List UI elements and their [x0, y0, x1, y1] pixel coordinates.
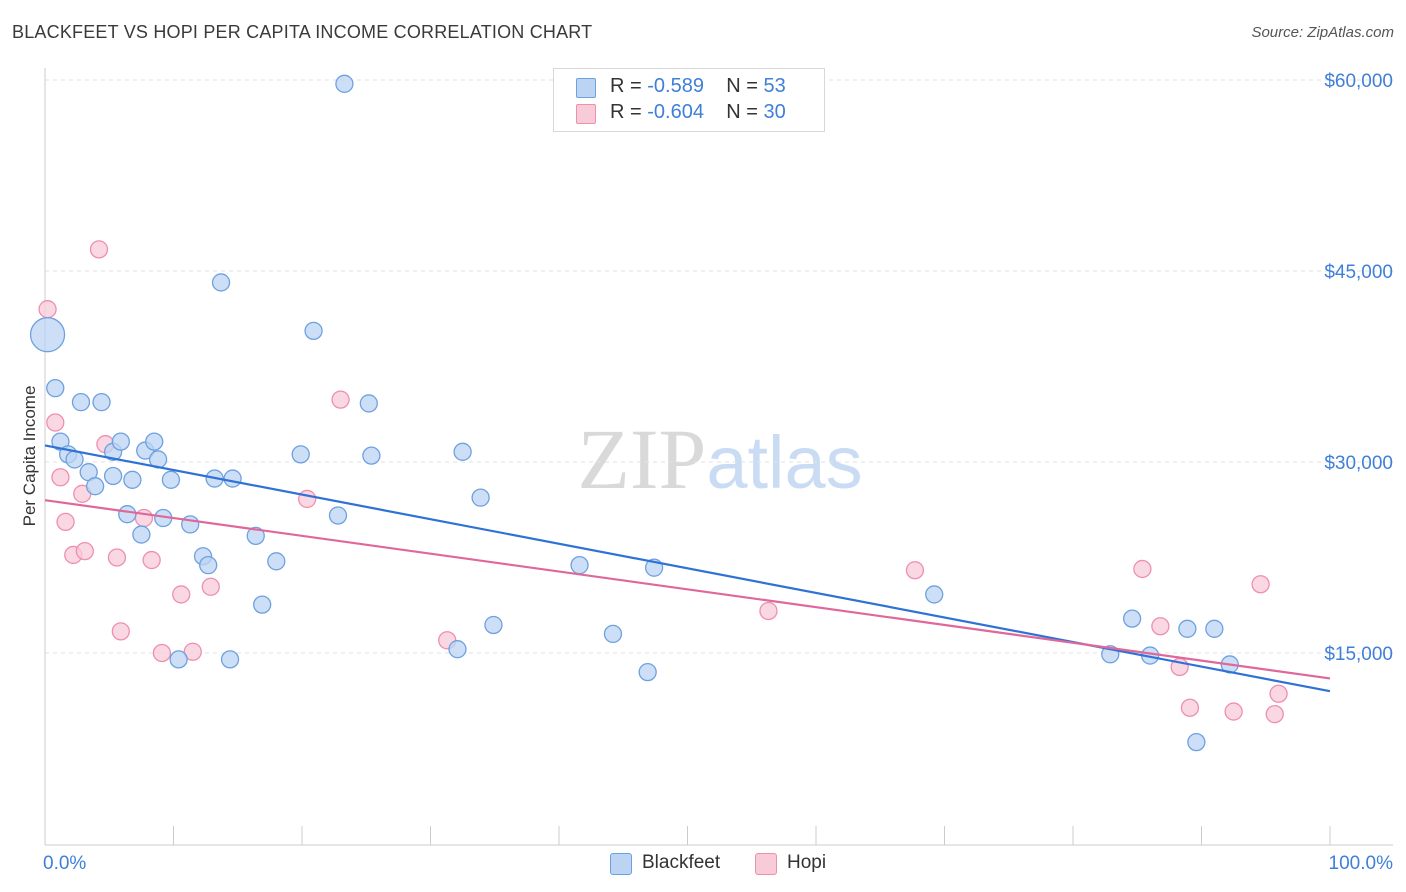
blackfeet-point — [29, 317, 66, 353]
hopi-trend-line — [44, 499, 1331, 680]
hopi-point — [38, 300, 57, 319]
blackfeet-point — [638, 662, 657, 682]
blackfeet-point — [85, 477, 105, 496]
watermark: ZIPatlas — [577, 411, 862, 507]
source-label: Source: ZipAtlas.com — [1251, 24, 1394, 41]
blackfeet-point — [484, 615, 503, 635]
hopi-point — [89, 240, 109, 259]
blackfeet-point — [253, 595, 272, 614]
blackfeet-point — [359, 394, 378, 413]
blackfeet-point — [169, 650, 188, 669]
hopi-point — [1224, 702, 1243, 721]
blackfeet-point — [328, 506, 348, 525]
blackfeet-trend-line — [44, 444, 1331, 693]
tick-labels: $15,000 $30,000 $45,000 $60,000 0.0% 100.0% — [43, 71, 1393, 874]
hopi-point — [1251, 575, 1270, 594]
hopi-point — [905, 561, 925, 580]
n-label: N = — [726, 75, 758, 97]
r-label: R = — [610, 75, 642, 97]
blackfeet-point — [111, 432, 130, 451]
hopi-point — [183, 642, 202, 661]
hopi-point — [201, 577, 220, 596]
x-tick-label-min: 0.0% — [43, 853, 86, 874]
legend-label-hopi: Hopi — [787, 852, 827, 873]
hopi-point — [1265, 704, 1284, 724]
hopi-point — [107, 548, 127, 567]
blackfeet-point — [246, 526, 265, 546]
blackfeet-point — [448, 640, 467, 659]
hopi-points — [38, 240, 1288, 724]
blackfeet-point — [71, 393, 91, 412]
hopi-point — [331, 390, 350, 409]
hopi-point — [51, 468, 70, 487]
y-axis-label: Per Capita Income — [20, 386, 39, 527]
hopi-point — [172, 585, 191, 604]
blackfeet-point — [603, 624, 623, 644]
blackfeet-point — [46, 378, 65, 398]
watermark-zip: ZIP — [577, 411, 706, 507]
chart-title: BLACKFEET VS HOPI PER CAPITA INCOME CORR… — [12, 22, 593, 42]
blackfeet-point — [123, 470, 142, 489]
blackfeet-swatch — [576, 78, 596, 98]
blackfeet-point — [65, 450, 84, 469]
x-tick-label-max: 100.0% — [1329, 853, 1394, 874]
axes — [44, 68, 1393, 846]
hopi-point — [1151, 617, 1170, 636]
blackfeet-point — [362, 446, 381, 465]
blackfeet-point — [211, 273, 231, 292]
hopi-point — [111, 622, 130, 641]
blackfeet-point — [570, 555, 589, 575]
blackfeet-point — [471, 488, 490, 507]
hopi-point — [152, 643, 172, 663]
blackfeet-point — [161, 470, 181, 489]
blackfeet-point — [199, 555, 218, 575]
blackfeet-point — [132, 525, 151, 544]
legend-text-blackfeet: R = -0.589 N = 53 — [610, 75, 786, 98]
blackfeet-point — [267, 552, 286, 571]
blackfeet-point — [335, 74, 354, 93]
n-value-blackfeet: 53 — [763, 75, 786, 97]
hopi-point — [297, 489, 317, 509]
gridlines — [45, 79, 1393, 654]
correlation-legend: R = -0.589 N = 53 R = -0.604 N = 30 — [553, 68, 825, 132]
n-value-hopi: 30 — [763, 101, 786, 123]
hopi-point — [56, 512, 75, 531]
hopi-point — [1269, 684, 1288, 703]
blackfeet-point — [304, 321, 323, 340]
hopi-point — [1180, 698, 1200, 717]
blackfeet-point — [1178, 619, 1197, 638]
hopi-point — [1133, 559, 1152, 579]
hopi-swatch — [755, 853, 777, 875]
hopi-point — [759, 601, 778, 621]
blackfeet-point — [1122, 609, 1142, 628]
y-tick-label: $15,000 — [1324, 644, 1393, 665]
blackfeet-point — [1205, 619, 1224, 638]
blackfeet-point — [453, 442, 472, 461]
r-value-blackfeet: -0.589 — [647, 75, 704, 97]
trend-lines — [44, 444, 1331, 693]
hopi-point — [46, 413, 65, 432]
blackfeet-point — [145, 432, 164, 451]
hopi-point — [142, 550, 161, 570]
y-tick-label: $45,000 — [1324, 262, 1393, 283]
blackfeet-point — [1187, 732, 1206, 752]
blackfeet-point — [925, 585, 944, 604]
hopi-swatch — [576, 104, 596, 124]
r-value-hopi: -0.604 — [647, 101, 704, 123]
blackfeet-point — [223, 469, 242, 488]
hopi-point — [75, 541, 94, 561]
legend-text-hopi: R = -0.604 N = 30 — [610, 101, 786, 124]
blackfeet-point — [291, 445, 310, 464]
n-label: N = — [726, 101, 758, 123]
blackfeet-point — [92, 393, 111, 412]
y-tick-label: $60,000 — [1324, 71, 1393, 92]
y-tick-label: $30,000 — [1324, 453, 1393, 474]
blackfeet-point — [103, 466, 123, 486]
legend-label-blackfeet: Blackfeet — [642, 852, 721, 873]
blackfeet-swatch — [610, 853, 632, 875]
blackfeet-point — [118, 505, 137, 524]
r-label: R = — [610, 101, 642, 123]
blackfeet-point — [220, 650, 240, 669]
